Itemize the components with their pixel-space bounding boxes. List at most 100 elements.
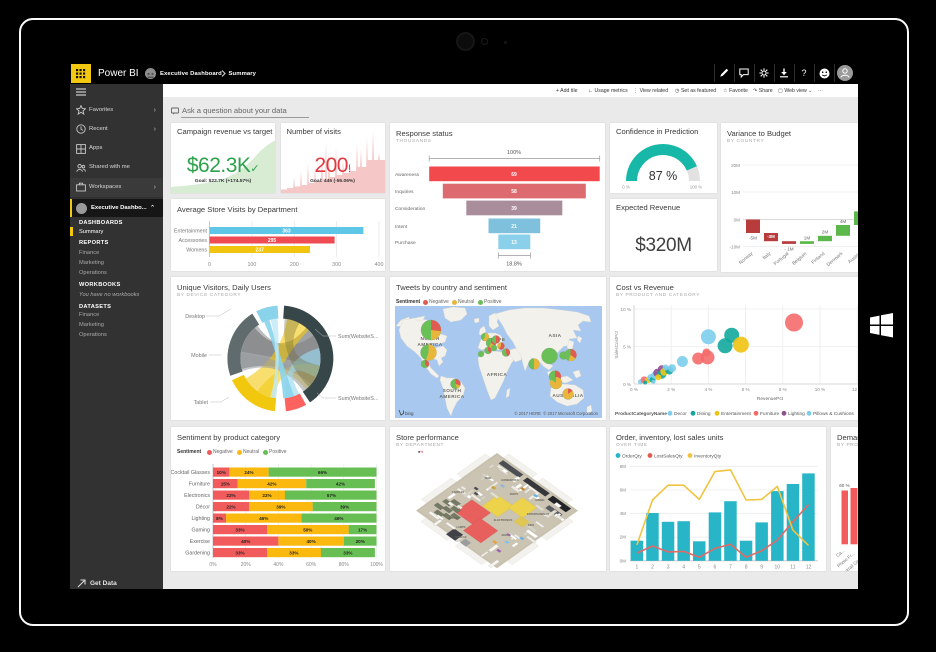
svg-text:ProductCategoryName: ProductCategoryName: [615, 411, 667, 417]
svg-text:8M: 8M: [620, 463, 627, 468]
svg-text:SalesCostPct: SalesCostPct: [614, 330, 619, 358]
svg-text:46%: 46%: [259, 516, 268, 521]
svg-text:18.8%: 18.8%: [506, 261, 522, 267]
svg-text:40%: 40%: [273, 562, 284, 568]
svg-text:40%: 40%: [306, 539, 315, 544]
svg-text:22%: 22%: [226, 504, 235, 509]
svg-text:Norway: Norway: [738, 251, 755, 266]
svg-text:Entertainment: Entertainment: [174, 229, 208, 235]
svg-text:Desktop: Desktop: [185, 314, 205, 320]
svg-text:4: 4: [682, 564, 685, 570]
svg-text:295: 295: [268, 238, 277, 244]
svg-text:InventoryQty: InventoryQty: [694, 453, 722, 459]
svg-text:100%: 100%: [370, 562, 383, 568]
svg-text:Sum(WebsiteS...: Sum(WebsiteS...: [338, 334, 378, 340]
svg-text:15%: 15%: [221, 481, 230, 486]
svg-text:Exercise: Exercise: [190, 539, 210, 545]
svg-text:ALARMS: ALARMS: [448, 516, 459, 520]
svg-text:13: 13: [511, 239, 517, 245]
svg-text:100: 100: [247, 262, 256, 268]
svg-text:42%: 42%: [267, 481, 276, 486]
svg-text:33%: 33%: [235, 527, 244, 532]
svg-text:60%: 60%: [306, 562, 317, 568]
svg-text:33%: 33%: [343, 550, 352, 555]
svg-text:33%: 33%: [235, 550, 244, 555]
svg-text:SHOES: SHOES: [501, 533, 510, 537]
svg-text:Austria: Austria: [847, 251, 858, 265]
svg-text:50%: 50%: [303, 527, 312, 532]
svg-text:Purchase: Purchase: [395, 239, 416, 245]
svg-text:69: 69: [511, 171, 517, 177]
svg-text:-5M: -5M: [749, 236, 757, 241]
svg-text:22%: 22%: [226, 493, 235, 498]
svg-text:Womens: Womens: [186, 248, 207, 254]
svg-text:Italy: Italy: [762, 251, 773, 262]
svg-text:DINING: DINING: [535, 498, 544, 502]
svg-text:FITNESS: FITNESS: [456, 535, 467, 539]
svg-text:12: 12: [806, 564, 812, 570]
svg-text:LAMPS: LAMPS: [456, 525, 465, 529]
svg-text:ELECTRONICS: ELECTRONICS: [494, 518, 513, 522]
svg-text:24%: 24%: [244, 470, 253, 475]
svg-text:58: 58: [511, 189, 517, 195]
svg-text:© 2017 HERE © 2017 Microsoft: © 2017 HERE © 2017 Microsoft Corporation: [514, 411, 598, 416]
svg-text:80%: 80%: [339, 562, 350, 568]
svg-text:21: 21: [511, 223, 517, 229]
svg-text:22%: 22%: [262, 493, 271, 498]
svg-text:363: 363: [282, 229, 291, 235]
svg-text:Decor: Decor: [674, 411, 687, 417]
svg-text:8 %: 8 %: [779, 387, 787, 392]
svg-text:57%: 57%: [327, 493, 336, 498]
svg-text:17%: 17%: [358, 527, 367, 532]
svg-text:10 %: 10 %: [815, 387, 825, 392]
svg-text:Electronics: Electronics: [184, 493, 210, 499]
svg-text:400: 400: [375, 262, 384, 268]
svg-text:0 %: 0 %: [630, 387, 638, 392]
svg-text:33%: 33%: [289, 550, 298, 555]
svg-text:237: 237: [256, 248, 265, 254]
svg-text:2M: 2M: [822, 230, 829, 235]
svg-text:5: 5: [698, 564, 701, 570]
svg-text:Mobile: Mobile: [191, 353, 207, 359]
svg-text:RevenuePct: RevenuePct: [757, 396, 784, 402]
svg-text:10: 10: [775, 564, 781, 570]
svg-text:Dining: Dining: [697, 411, 711, 417]
svg-text:Awareness: Awareness: [395, 171, 420, 177]
svg-text:Inquiries: Inquiries: [395, 189, 414, 195]
svg-text:0%: 0%: [209, 562, 217, 568]
svg-text:KIDS: KIDS: [528, 523, 534, 527]
svg-text:46%: 46%: [334, 516, 343, 521]
svg-text:200: 200: [290, 262, 299, 268]
svg-text:AMERICA: AMERICA: [439, 394, 464, 400]
svg-text:1M: 1M: [804, 236, 811, 241]
svg-text:Portugal: Portugal: [773, 251, 791, 267]
svg-text:Cocktail Glasses: Cocktail Glasses: [171, 470, 210, 476]
svg-text:1: 1: [636, 564, 639, 570]
svg-text:SOUTH: SOUTH: [442, 388, 461, 394]
svg-text:-3M: -3M: [767, 234, 775, 239]
svg-text:39: 39: [511, 205, 517, 211]
svg-text:39%: 39%: [340, 504, 349, 509]
svg-text:0 %: 0 %: [622, 185, 630, 190]
svg-text:Furniture: Furniture: [189, 481, 210, 487]
svg-text:HOMEWARES: HOMEWARES: [501, 478, 519, 482]
svg-text:0: 0: [208, 262, 211, 268]
svg-text:100%: 100%: [507, 150, 521, 156]
svg-text:10 %: 10 %: [621, 307, 631, 312]
svg-text:66%: 66%: [318, 470, 327, 475]
svg-text:Lighting: Lighting: [788, 411, 805, 417]
svg-text:20M: 20M: [731, 163, 740, 168]
svg-text:- 1M: - 1M: [784, 247, 793, 252]
svg-text:60 %: 60 %: [839, 483, 849, 488]
svg-text:8: 8: [745, 564, 748, 570]
svg-text:9: 9: [760, 564, 763, 570]
svg-text:42%: 42%: [336, 481, 345, 486]
svg-text:ENTERTAINMENT: ENTERTAINMENT: [527, 512, 549, 516]
svg-text:7: 7: [729, 564, 732, 570]
svg-text:39%: 39%: [276, 504, 285, 509]
svg-text:4M: 4M: [620, 511, 627, 516]
svg-text:OrderQty: OrderQty: [622, 453, 642, 459]
svg-text:Denmark: Denmark: [826, 251, 845, 268]
svg-text:-10M: -10M: [730, 245, 741, 250]
svg-text:Belgium: Belgium: [791, 251, 808, 267]
